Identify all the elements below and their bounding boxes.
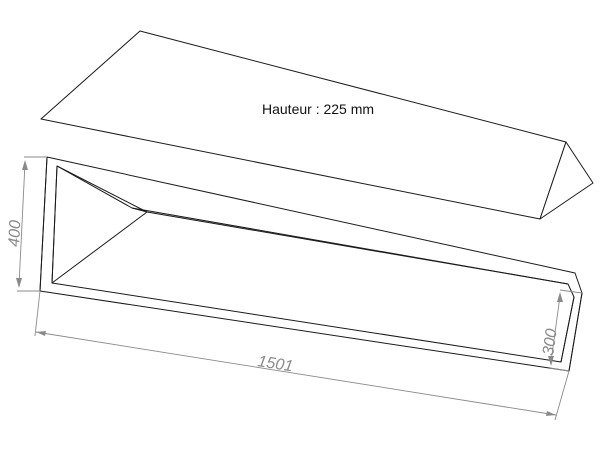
tray-left-wall-edge [39, 156, 48, 292]
tray-right-wall-inner [560, 296, 575, 363]
tray-right-wall-edge [568, 292, 583, 372]
tray-floor-edge [146, 211, 569, 285]
open-tray [39, 156, 583, 372]
tray-left-slope-edge-2 [131, 207, 148, 213]
tray-left-wall-inner [51, 165, 58, 284]
dimension-left-height-label: 400 [6, 220, 24, 248]
dimension-right-height-label: 300 [540, 328, 561, 357]
lid-prism [40, 30, 594, 220]
dimension-right-height: 300 [540, 289, 583, 372]
dimension-length-label: 1501 [256, 353, 294, 375]
lid-end-face [539, 141, 594, 220]
dimension-left-height: 400 [6, 156, 47, 292]
dimension-length: 1501 [34, 290, 570, 421]
lid-height-note: Hauteur : 225 mm [262, 101, 374, 117]
